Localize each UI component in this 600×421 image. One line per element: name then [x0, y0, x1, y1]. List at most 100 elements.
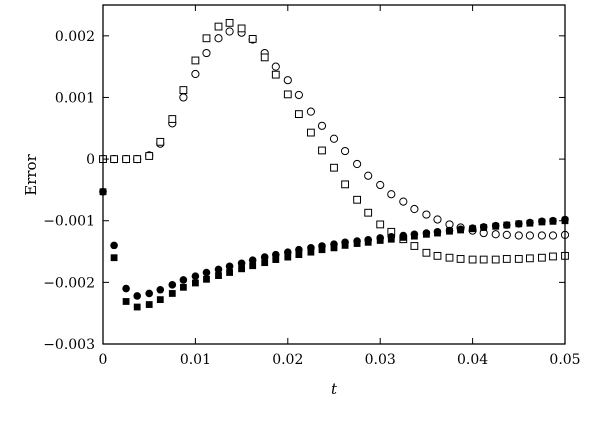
data-point-filled-square: [238, 265, 245, 273]
data-point-open-square: [260, 53, 269, 62]
x-tick-label: 0.05: [549, 352, 580, 368]
data-point-open-square: [468, 255, 477, 264]
data-point-filled-square: [549, 217, 557, 225]
data-point-open-square: [179, 86, 188, 94]
data-point-filled-square: [503, 221, 511, 229]
data-point-open-square: [364, 208, 373, 217]
data-point-filled-circle: [179, 276, 188, 284]
data-point-open-square: [422, 248, 431, 257]
data-point-open-square: [514, 255, 523, 263]
x-axis-title: t: [331, 380, 338, 398]
data-point-filled-circle: [248, 256, 257, 264]
data-point-open-circle: [329, 134, 339, 143]
y-tick-label: 0.001: [55, 90, 95, 106]
data-point-open-square: [433, 251, 442, 260]
data-point-filled-circle: [110, 241, 118, 250]
data-point-open-circle: [317, 121, 327, 130]
data-point-filled-circle: [133, 292, 141, 300]
data-point-open-circle: [214, 34, 223, 43]
data-point-open-circle: [364, 171, 373, 180]
data-point-filled-square: [261, 259, 269, 267]
plot-frame: [102, 4, 566, 345]
data-point-filled-square: [249, 262, 257, 270]
data-point-filled-square: [145, 301, 153, 308]
x-tick-label: 0.02: [272, 352, 303, 368]
data-point-open-square: [122, 155, 130, 163]
data-point-filled-square: [399, 233, 407, 241]
data-point-open-circle: [502, 230, 511, 240]
series-open-circle: [98, 27, 570, 240]
data-point-open-square: [202, 34, 211, 43]
data-point-filled-square: [318, 246, 326, 254]
data-point-filled-square: [295, 251, 303, 259]
data-point-filled-square: [469, 225, 476, 233]
data-point-open-square: [145, 152, 154, 160]
data-point-open-square: [445, 253, 454, 262]
data-point-filled-square: [492, 222, 500, 230]
x-tick-label: 0.04: [457, 352, 488, 368]
data-point-open-square: [214, 22, 223, 31]
data-point-filled-circle: [225, 262, 234, 271]
data-point-open-circle: [353, 159, 362, 169]
data-point-filled-circle: [202, 268, 211, 277]
data-point-filled-square: [364, 238, 372, 246]
y-tick-label: −0.001: [43, 214, 95, 230]
data-point-filled-square: [457, 226, 464, 234]
y-tick-label: −0.003: [43, 337, 95, 353]
data-point-filled-square: [203, 275, 210, 283]
data-point-open-square: [168, 115, 177, 123]
data-point-open-square: [110, 155, 118, 163]
data-point-open-circle: [433, 215, 442, 224]
data-point-filled-square: [192, 279, 199, 287]
data-point-open-square: [307, 128, 315, 137]
data-point-open-circle: [179, 93, 188, 102]
y-tick-label: 0.002: [55, 29, 95, 45]
data-point-open-square: [283, 90, 292, 99]
data-point-filled-square: [179, 283, 187, 291]
data-point-open-square: [410, 242, 419, 250]
data-point-open-square: [248, 35, 257, 43]
y-axis-title: Error: [22, 153, 40, 195]
data-point-open-square: [156, 137, 165, 146]
data-point-open-circle: [202, 48, 211, 58]
data-point-open-circle: [306, 107, 315, 116]
data-point-open-circle: [514, 231, 523, 240]
data-point-filled-circle: [156, 285, 165, 294]
data-point-open-square: [133, 155, 142, 163]
data-point-open-square: [318, 146, 326, 155]
data-point-filled-square: [330, 244, 338, 252]
data-point-filled-circle: [237, 259, 246, 268]
data-point-filled-square: [410, 232, 418, 240]
data-point-filled-circle: [122, 284, 130, 293]
data-point-open-square: [225, 18, 234, 27]
data-point-filled-square: [307, 248, 315, 256]
data-point-filled-square: [353, 240, 361, 247]
data-point-open-circle: [410, 204, 419, 214]
x-tick-label: 0.03: [365, 352, 396, 368]
data-point-open-circle: [191, 69, 200, 79]
series-filled-square: [99, 188, 569, 311]
data-point-open-circle: [376, 180, 385, 190]
data-point-open-circle: [340, 146, 350, 156]
data-point-filled-square: [284, 253, 292, 261]
data-point-open-square: [191, 56, 200, 65]
data-point-open-circle: [283, 76, 292, 85]
data-point-open-square: [376, 220, 385, 229]
data-point-filled-circle: [260, 253, 269, 261]
data-point-open-square: [479, 255, 488, 264]
data-point-open-square: [294, 110, 303, 118]
data-point-filled-square: [110, 254, 118, 262]
y-tick-label: 0: [86, 152, 95, 168]
y-axis: −0.003 −0.002 −0.001 0 0.001 0.002: [43, 29, 565, 353]
data-point-filled-square: [376, 237, 384, 244]
data-point-filled-square: [538, 218, 546, 226]
data-point-open-circle: [548, 231, 558, 240]
data-point-filled-square: [272, 256, 280, 263]
data-point-open-circle: [271, 62, 280, 71]
data-point-filled-square: [515, 220, 523, 228]
data-point-filled-square: [156, 296, 164, 304]
data-point-filled-square: [341, 241, 349, 249]
data-point-open-circle: [294, 90, 303, 100]
data-point-open-square: [549, 252, 557, 261]
